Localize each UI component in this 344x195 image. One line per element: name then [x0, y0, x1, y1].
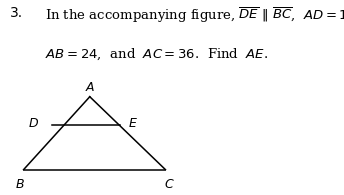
Text: $A$: $A$ — [85, 81, 95, 94]
Text: $E$: $E$ — [128, 117, 138, 130]
Text: $B$: $B$ — [15, 178, 25, 191]
Text: $AB = 24$,  and  $AC = 36$.  Find  $AE$.: $AB = 24$, and $AC = 36$. Find $AE$. — [45, 47, 268, 62]
Text: $D$: $D$ — [28, 117, 39, 130]
Text: In the accompanying figure, $\overline{DE}$ $\|$ $\overline{BC}$,  $AD = 10$,: In the accompanying figure, $\overline{D… — [45, 6, 344, 25]
Text: $C$: $C$ — [164, 178, 175, 191]
Text: 3.: 3. — [10, 6, 23, 20]
